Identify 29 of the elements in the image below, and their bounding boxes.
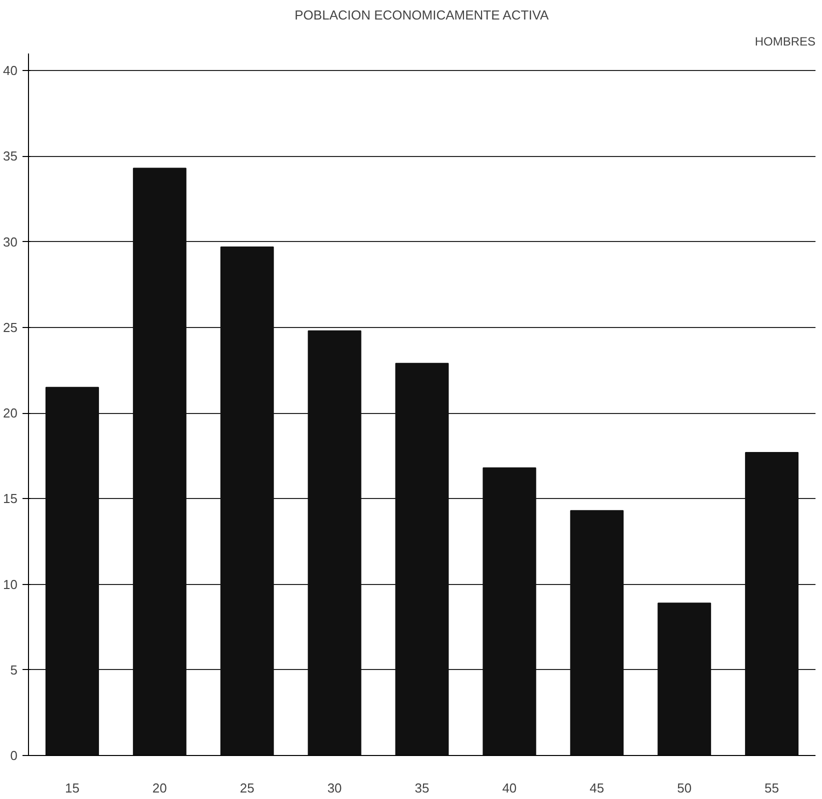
bar [220, 246, 274, 756]
bar [482, 467, 536, 756]
chart-subtitle: HOMBRES [754, 34, 816, 48]
x-tick-label: 55 [764, 780, 780, 796]
bar [570, 510, 624, 756]
bar [308, 330, 362, 756]
y-tick-label: 40 [3, 63, 18, 78]
y-tick-label: 15 [3, 491, 18, 506]
y-tick-label: 25 [3, 320, 18, 335]
bar [745, 452, 799, 756]
bar [658, 602, 712, 756]
bar [132, 168, 186, 756]
y-tick-label: 20 [3, 406, 18, 421]
bar [45, 386, 99, 756]
x-tick-label: 45 [590, 780, 604, 796]
y-tick-label: 0 [10, 748, 18, 763]
bar [395, 362, 449, 756]
x-tick-label: 35 [414, 780, 430, 796]
y-tick-label: 10 [3, 576, 18, 592]
y-tick-label: 35 [3, 148, 18, 164]
y-tick-label: 5 [10, 662, 18, 678]
chart-title: POBLACION ECONOMICAMENTE ACTIVA [294, 8, 549, 22]
x-tick-label: 30 [327, 780, 342, 796]
x-tick-label: 15 [64, 780, 80, 796]
x-tick-label: 50 [677, 780, 692, 796]
x-tick-label: 40 [502, 780, 517, 796]
x-tick-label: 25 [240, 780, 254, 796]
y-tick-label: 30 [3, 234, 18, 250]
x-tick-label: 20 [152, 780, 167, 796]
